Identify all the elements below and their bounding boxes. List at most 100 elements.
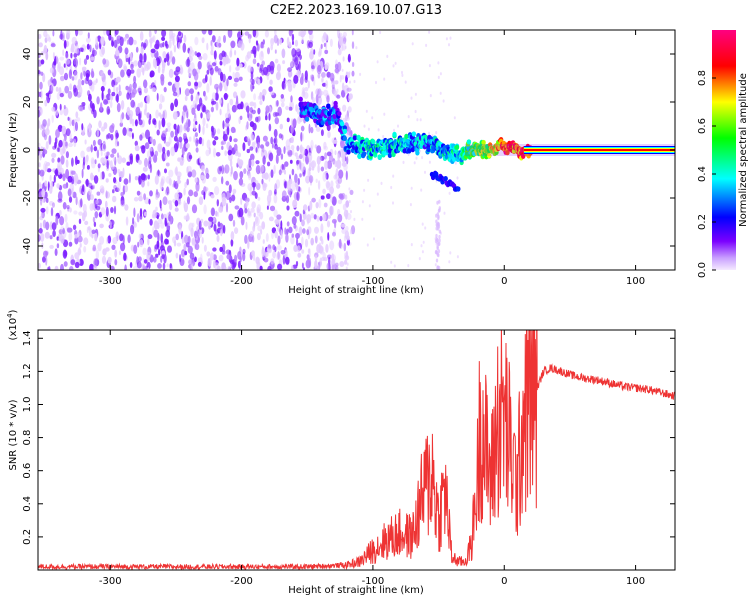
- heatmap-cell: [320, 91, 324, 96]
- heatmap-cell: [233, 82, 238, 87]
- heatmap-cell: [73, 138, 77, 148]
- heatmap-cell: [229, 171, 233, 177]
- heatmap-cell: [281, 101, 285, 108]
- heatmap-cell: [221, 196, 227, 207]
- heatmap-cell: [361, 200, 364, 204]
- heatmap-cell: [167, 125, 171, 132]
- heatmap-cell: [181, 146, 185, 156]
- heatmap-cell: [299, 159, 302, 170]
- heatmap-cell: [220, 71, 224, 82]
- heatmap-cell: [191, 169, 197, 178]
- heatmap-cell: [172, 236, 177, 244]
- heatmap-cell: [113, 205, 117, 215]
- heatmap-cell: [68, 196, 73, 203]
- heatmap-cell: [318, 198, 322, 209]
- heatmap-cell: [165, 162, 170, 167]
- heatmap-cell: [231, 104, 237, 113]
- heatmap-cell: [204, 95, 208, 101]
- heatmap-cell: [339, 74, 342, 83]
- heatmap-cell: [194, 81, 199, 87]
- heatmap-cell: [297, 252, 302, 258]
- heatmap-cell: [337, 213, 343, 223]
- heatmap-cell: [213, 50, 217, 60]
- heatmap-cell: [300, 125, 305, 132]
- heatmap-cell: [215, 229, 220, 235]
- heatmap-cell: [139, 110, 142, 119]
- snr-y-tick-label: 1.4: [22, 330, 33, 346]
- heatmap-cell: [194, 132, 198, 138]
- heatmap-cell: [287, 150, 293, 158]
- heatmap-cell: [94, 159, 97, 165]
- heatmap-cell: [67, 188, 72, 197]
- heatmap-cell: [410, 96, 413, 100]
- heatmap-cell: [349, 130, 353, 138]
- colorbar-gradient: [712, 30, 736, 270]
- heatmap-cell: [150, 38, 152, 49]
- heatmap-cell: [128, 56, 131, 65]
- heatmap-cell: [139, 134, 143, 141]
- heatmap-cell: [40, 212, 43, 219]
- heatmap-cell: [75, 121, 78, 132]
- heatmap-cell: [174, 200, 179, 207]
- heatmap-cell: [166, 149, 170, 157]
- heatmap-cell: [144, 157, 148, 168]
- heatmap-cell: [56, 183, 60, 189]
- heatmap-cell: [79, 47, 84, 52]
- heatmap-cell: [220, 228, 223, 237]
- heatmap-cell: [397, 124, 399, 128]
- heatmap-cell: [366, 243, 369, 247]
- heatmap-cell: [244, 208, 248, 214]
- heatmap-cell: [270, 38, 274, 46]
- heatmap-cell: [298, 96, 303, 102]
- heatmap-cell: [147, 234, 153, 240]
- heatmap-cell: [91, 49, 97, 57]
- heatmap-cell: [67, 175, 73, 183]
- heatmap-cell: [314, 226, 319, 234]
- heatmap-cell: [61, 125, 67, 135]
- heatmap-cell: [183, 187, 186, 196]
- heatmap-cell: [268, 86, 273, 93]
- heatmap-cell: [45, 51, 49, 61]
- heatmap-cell: [383, 112, 386, 116]
- heatmap-cell: [188, 136, 192, 142]
- heatmap-cell: [413, 161, 416, 165]
- heatmap-cell: [287, 67, 293, 72]
- heatmap-cell: [435, 213, 438, 218]
- heatmap-cell: [84, 139, 87, 145]
- heatmap-cell: [51, 115, 54, 123]
- heatmap-cell: [300, 146, 306, 156]
- heatmap-cell: [129, 262, 133, 268]
- heatmap-cell: [314, 260, 318, 269]
- heatmap-cell: [285, 195, 290, 204]
- heatmap-cell: [257, 78, 261, 86]
- heatmap-cell: [314, 144, 317, 149]
- heatmap-cell: [88, 79, 93, 86]
- heatmap-cell: [265, 141, 270, 147]
- heatmap-cell: [265, 115, 268, 121]
- heatmap-cell: [281, 81, 287, 90]
- heatmap-cell: [96, 127, 100, 138]
- heatmap-cell: [133, 244, 138, 254]
- heatmap-cell: [334, 150, 337, 156]
- heatmap-cell: [376, 192, 379, 196]
- heatmap-cell: [266, 247, 270, 255]
- heatmap-cell: [47, 79, 52, 85]
- heatmap-cell: [64, 85, 70, 94]
- heatmap-cell: [164, 57, 167, 63]
- heatmap-cell: [237, 157, 241, 165]
- heatmap-cell: [251, 78, 255, 86]
- heatmap-cell: [193, 71, 199, 81]
- heatmap-cell: [159, 181, 164, 191]
- heatmap-cell: [312, 97, 315, 105]
- heatmap-cell: [259, 265, 263, 270]
- heatmap-cell: [209, 76, 212, 86]
- heatmap-cell: [113, 39, 118, 49]
- heatmap-cell: [222, 59, 227, 66]
- heatmap-cell: [263, 66, 268, 76]
- heatmap-cell: [77, 235, 83, 243]
- heatmap-cell: [259, 164, 264, 173]
- heatmap-cell: [152, 209, 157, 219]
- heatmap-cell: [124, 264, 127, 270]
- heatmap-x-tick-label: 100: [626, 276, 645, 287]
- heatmap-cell: [320, 129, 324, 137]
